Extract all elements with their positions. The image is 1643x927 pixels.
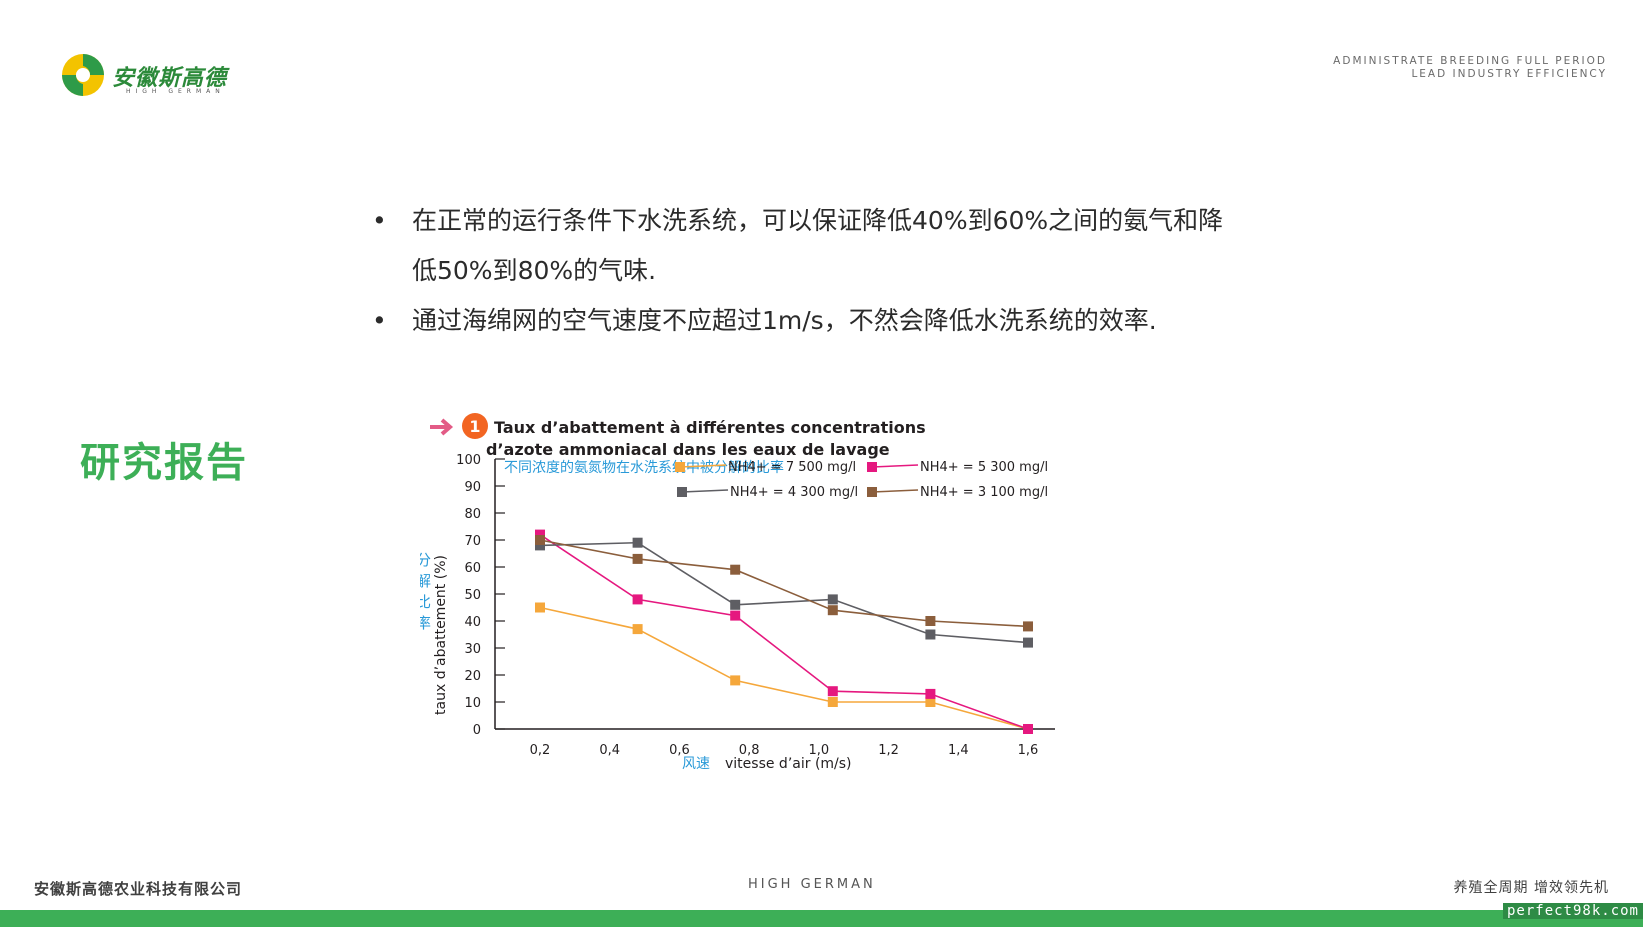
y-tick-label: 70 — [464, 534, 481, 549]
logo-swirl-icon — [62, 54, 104, 96]
legend-marker — [677, 487, 687, 497]
bullet-text: 通过海绵网的空气速度不应超过1m/s，不然会降低水洗系统的效率. — [412, 306, 1157, 335]
series-line — [539, 533, 1029, 730]
bullet-item: • 在正常的运行条件下水洗系统，可以保证降低40%到60%之间的氨气和降低50%… — [372, 196, 1232, 296]
bullet-text: 在正常的运行条件下水洗系统，可以保证降低40%到60%之间的氨气和降低50%到8… — [412, 206, 1224, 285]
y-tick-label: 50 — [464, 588, 481, 603]
bullet-dot: • — [372, 206, 387, 235]
x-tick-label: 1,6 — [1018, 743, 1039, 758]
y-axis-label-cn-char: 分 — [420, 551, 431, 569]
series-point — [535, 540, 545, 551]
legend-line — [871, 489, 919, 493]
x-tick-label: 0,8 — [739, 743, 760, 758]
y-axis-ticks: 0 10 20 30 40 50 60 70 80 90 100 — [456, 453, 505, 738]
footer-brand: HIGH GERMAN — [748, 877, 876, 892]
legend-marker — [867, 487, 877, 497]
series-point — [827, 686, 838, 697]
bullet-dot: • — [372, 306, 387, 335]
series-point — [730, 599, 741, 610]
section-title: 研究报告 — [80, 440, 248, 486]
chart-number-badge — [462, 413, 488, 439]
chart-legend: NH4+ = 7 500 mg/l NH4+ = 5 300 mg/l NH4+ =… — [675, 460, 1048, 500]
series-point — [827, 594, 838, 605]
header-slogan: ADMINISTRATE BREEDING FULL PERIOD LEAD I… — [1333, 55, 1607, 81]
series-point — [925, 697, 936, 707]
series-point — [730, 610, 741, 621]
chart-title-line-2: d’azote ammoniacal dans les eaux de lava… — [486, 440, 890, 459]
chart-subtitle: 不同浓度的氨氮物在水洗系统中被分解的比率 — [504, 459, 784, 476]
series-line — [539, 606, 1029, 730]
watermark: perfect98k.com — [1502, 903, 1643, 919]
y-tick-label: 10 — [464, 696, 481, 711]
x-axis-label: vitesse d’air (m/s) — [725, 756, 852, 772]
chart-number: 1 — [469, 417, 480, 436]
series-line — [539, 541, 1029, 644]
legend-label: NH4+ = 3 100 mg/l — [920, 485, 1048, 500]
series-point — [535, 529, 545, 540]
y-axis-label-cn-char: 比 — [420, 593, 431, 611]
y-tick-label: 100 — [456, 453, 481, 468]
x-tick-label: 0,4 — [599, 743, 620, 758]
series-point — [1023, 621, 1033, 632]
y-tick-label: 60 — [464, 561, 481, 576]
company-logo: 安徽斯高德 HIGH GERMAN — [60, 52, 240, 100]
y-axis-label: taux d’abattement (%) — [433, 555, 449, 715]
series-point — [925, 629, 936, 640]
x-tick-label: 1,2 — [878, 743, 899, 758]
y-tick-label: 0 — [473, 723, 481, 738]
series-line — [539, 539, 1029, 628]
slogan-line-1: ADMINISTRATE BREEDING FULL PERIOD — [1333, 55, 1607, 67]
slogan-line-2: LEAD INDUSTRY EFFICIENCY — [1411, 68, 1607, 80]
pointer-arrow-icon — [430, 418, 454, 436]
legend-label: NH4+ = 7 500 mg/l — [728, 460, 856, 475]
y-axis-label-cn-char: 解 — [420, 572, 431, 590]
series-point — [632, 553, 643, 564]
series-point — [1023, 724, 1033, 734]
line-chart: 1 Taux d’abattement à différentes concen… — [420, 413, 1055, 772]
series-point — [925, 616, 936, 626]
series-point — [827, 697, 838, 707]
series-point — [535, 535, 545, 545]
y-tick-label: 90 — [464, 480, 481, 495]
y-tick-label: 80 — [464, 507, 481, 522]
x-axis-label-cn: 风速 — [682, 756, 710, 772]
series-point — [535, 602, 545, 613]
series-point — [730, 675, 741, 686]
series-point — [827, 605, 838, 616]
footer-company: 安徽斯高德农业科技有限公司 — [34, 880, 243, 898]
bullet-list: • 在正常的运行条件下水洗系统，可以保证降低40%到60%之间的氨气和降低50%… — [372, 196, 1232, 346]
legend-line — [871, 464, 919, 468]
y-tick-label: 40 — [464, 615, 481, 630]
legend-line — [679, 464, 727, 468]
legend-label: NH4+ = 5 300 mg/l — [920, 460, 1048, 475]
series-point — [632, 537, 643, 548]
x-tick-label: 0,6 — [669, 743, 690, 758]
footer-bar — [0, 910, 1643, 927]
chart-title-line-1: Taux d’abattement à différentes concentr… — [494, 418, 926, 437]
legend-line — [681, 489, 729, 493]
logo-subtitle: HIGH GERMAN — [126, 88, 225, 95]
legend-marker — [675, 462, 685, 472]
y-tick-label: 20 — [464, 669, 481, 684]
bullet-item: • 通过海绵网的空气速度不应超过1m/s，不然会降低水洗系统的效率. — [372, 296, 1232, 346]
x-axis-ticks: 0,2 0,4 0,6 0,8 1,0 1,2 1,4 1,6 — [530, 743, 1039, 758]
x-tick-label: 0,2 — [530, 743, 551, 758]
logo-name: 安徽斯高德 — [112, 66, 228, 91]
y-tick-label: 30 — [464, 642, 481, 657]
series-point — [730, 564, 741, 575]
x-tick-label: 1,4 — [948, 743, 969, 758]
legend-marker — [867, 462, 877, 472]
series-point — [925, 688, 936, 699]
y-axis-label-cn-char: 率 — [420, 614, 431, 632]
series-point — [632, 594, 643, 605]
x-tick-label: 1,0 — [809, 743, 830, 758]
legend-label: NH4+ = 4 300 mg/l — [730, 485, 858, 500]
footer-tagline: 养殖全周期 增效领先机 — [1453, 880, 1609, 896]
series-layer — [535, 529, 1033, 734]
series-point — [632, 624, 643, 635]
series-point — [1023, 637, 1033, 648]
